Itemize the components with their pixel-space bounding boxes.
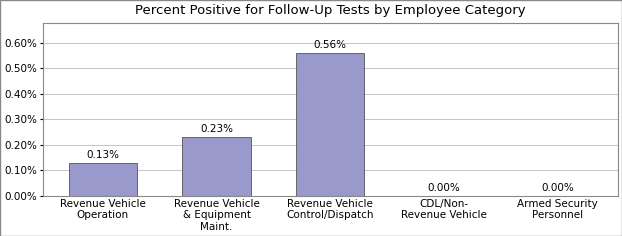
Bar bbox=[296, 53, 364, 196]
Bar bbox=[182, 137, 251, 196]
Title: Percent Positive for Follow-Up Tests by Employee Category: Percent Positive for Follow-Up Tests by … bbox=[135, 4, 526, 17]
Text: 0.00%: 0.00% bbox=[427, 183, 460, 193]
Text: 0.00%: 0.00% bbox=[541, 183, 574, 193]
Bar bbox=[69, 163, 137, 196]
Text: 0.23%: 0.23% bbox=[200, 124, 233, 134]
Text: 0.13%: 0.13% bbox=[86, 150, 119, 160]
Text: 0.56%: 0.56% bbox=[313, 40, 346, 50]
